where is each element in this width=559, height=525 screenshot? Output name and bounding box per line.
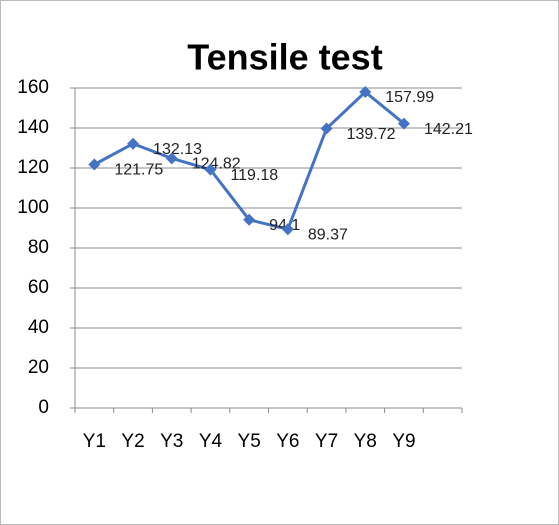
data-point: [127, 137, 140, 150]
data-label: 132.13: [153, 141, 202, 158]
data-label: 139.72: [347, 126, 396, 143]
data-point: [281, 223, 294, 236]
y-tick-label: 160: [17, 77, 49, 98]
x-tick-label: Y4: [199, 431, 223, 452]
data-label: 124.82: [192, 156, 241, 173]
y-tick-label: 40: [28, 317, 49, 338]
data-label: 89.37: [308, 226, 348, 243]
data-point: [320, 122, 333, 135]
data-point: [397, 117, 410, 130]
data-point: [88, 158, 101, 171]
x-tick-label: Y6: [276, 431, 299, 452]
y-tick-label: 20: [28, 357, 49, 378]
y-tick-label: 140: [17, 117, 49, 138]
y-tick-label: 100: [17, 197, 49, 218]
data-label: 121.75: [114, 162, 163, 179]
data-point: [165, 152, 178, 165]
y-tick-label: 60: [28, 277, 49, 298]
x-tick-label: Y1: [83, 431, 106, 452]
x-tick-label: Y3: [160, 431, 183, 452]
data-point: [204, 163, 217, 176]
x-tick-label: Y5: [238, 431, 261, 452]
x-tick-label: Y2: [121, 431, 144, 452]
y-tick-label: 80: [28, 237, 49, 258]
x-tick-label: Y8: [354, 431, 377, 452]
data-label: 119.18: [230, 167, 278, 184]
data-label: 157.99: [385, 89, 434, 106]
x-tick-label: Y9: [392, 431, 415, 452]
y-tick-label: 120: [17, 157, 49, 178]
data-point: [359, 86, 372, 99]
x-tick-label: Y7: [315, 431, 338, 452]
data-point: [243, 213, 256, 226]
data-label: 142.21: [424, 121, 473, 138]
y-tick-label: 0: [38, 397, 49, 418]
chart-title: Tensile test: [187, 37, 382, 78]
